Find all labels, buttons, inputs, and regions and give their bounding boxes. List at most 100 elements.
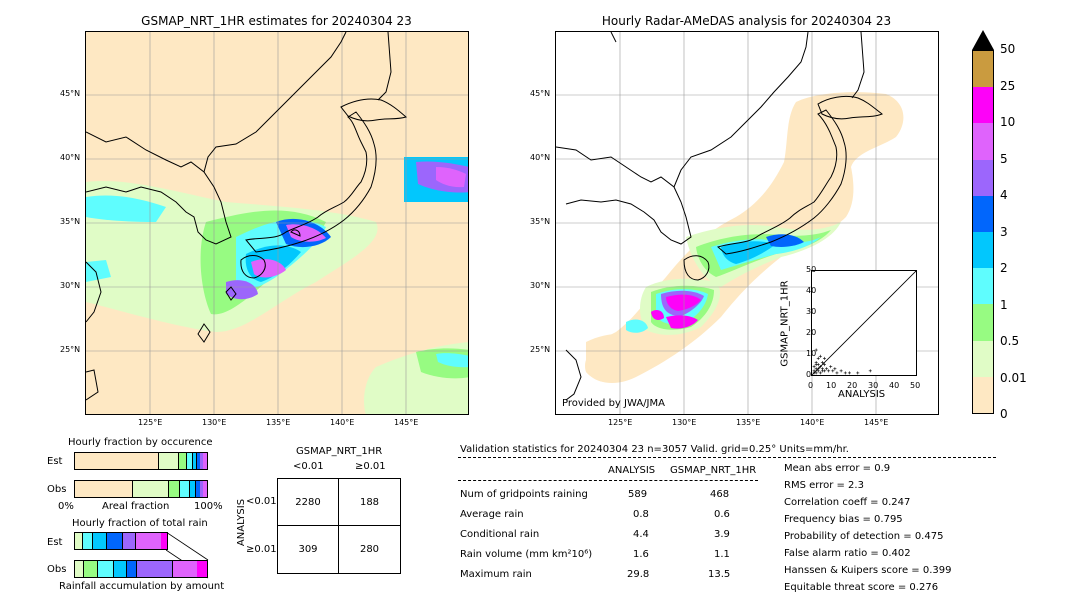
left-lat-tick: 30°N	[60, 281, 81, 290]
scatter-xtick: 50	[910, 381, 921, 390]
total-obs-bar	[74, 560, 208, 578]
stat-row-gsmap: 0.6	[714, 509, 730, 520]
colorbar-label: 5	[1000, 152, 1008, 166]
colorbar-segment	[973, 159, 993, 196]
contingency-col-lt: <0.01	[293, 461, 324, 472]
contingency-cell: 188	[339, 479, 400, 526]
scatter-diagonal	[811, 270, 917, 376]
stat-row-gsmap: 1.1	[714, 549, 730, 560]
scatter-xtick: 30	[868, 381, 879, 390]
score-line: False alarm ratio = 0.402	[784, 548, 911, 559]
validation-col-gsmap: GSMAP_NRT_1HR	[670, 465, 757, 476]
scatter-ytick: 40	[806, 286, 817, 295]
left-map-grid	[86, 32, 468, 414]
colorbar-label: 0	[1000, 407, 1008, 421]
stat-row-label: Rain volume (mm km²10⁶)	[460, 549, 593, 560]
right-lon-tick: 130°E	[672, 418, 697, 427]
validation-header: Validation statistics for 20240304 23 n=…	[460, 444, 849, 455]
stat-row-analysis: 1.6	[633, 549, 649, 560]
stat-row-label: Maximum rain	[460, 569, 532, 580]
total-est-bar	[74, 532, 168, 550]
scatter-canvas	[811, 270, 917, 376]
validation-table-divider	[458, 480, 758, 481]
colorbar-label: 2	[1000, 261, 1008, 275]
contingency-col-ge: ≥0.01	[355, 461, 386, 472]
colorbar-segment	[973, 268, 993, 305]
axis-100-label: 100%	[194, 501, 223, 512]
contingency-cell: 309	[278, 526, 339, 573]
right-map-rain-areas	[585, 92, 904, 384]
colorbar-segment	[973, 87, 993, 124]
rainfall-accumulation-label: Rainfall accumulation by amount	[59, 581, 225, 592]
right-lat-tick: 40°N	[530, 153, 551, 162]
left-lon-tick: 140°E	[330, 418, 355, 427]
scatter-ytick: 20	[806, 328, 817, 337]
left-map-title: GSMAP_NRT_1HR estimates for 20240304 23	[141, 14, 412, 28]
left-lon-tick: 130°E	[202, 418, 227, 427]
scatter-ytick: 0	[806, 370, 812, 379]
colorbar-segment	[973, 50, 993, 88]
right-lat-tick: 30°N	[530, 281, 551, 290]
scatter-points	[812, 348, 872, 375]
contingency-table: 2280 188 309 280	[277, 478, 401, 574]
left-lat-tick: 35°N	[60, 217, 81, 226]
score-line: Correlation coeff = 0.247	[784, 497, 911, 508]
right-lat-tick: 45°N	[530, 89, 551, 98]
scatter-ytick: 30	[806, 307, 817, 316]
colorbar-segment	[973, 376, 993, 413]
scatter-xtick: 10	[826, 381, 837, 390]
left-lon-tick: 135°E	[266, 418, 291, 427]
colorbar-label: 50	[1000, 42, 1016, 56]
colorbar-label: 25	[1000, 79, 1016, 93]
left-lon-tick: 145°E	[394, 418, 419, 427]
right-map-credit: Provided by JWA/JMA	[562, 398, 665, 409]
stat-row-gsmap: 468	[710, 489, 730, 500]
right-lat-tick: 25°N	[530, 345, 551, 354]
left-map-rain-areas	[86, 157, 468, 414]
contingency-title: GSMAP_NRT_1HR	[296, 446, 383, 457]
colorbar-segment	[973, 231, 993, 269]
stat-row-gsmap: 3.9	[714, 529, 730, 540]
score-line: RMS error = 2.3	[784, 480, 864, 491]
contingency-cell: 280	[359, 544, 380, 555]
occurrence-obs-bar	[74, 480, 208, 498]
stat-row-label: Conditional rain	[460, 529, 540, 540]
colorbar-label: 4	[1000, 188, 1008, 202]
colorbar	[972, 50, 994, 414]
right-map-coastlines	[556, 32, 884, 401]
contingency-row-ge: ≥0.01	[246, 544, 277, 555]
colorbar-segment	[973, 123, 993, 160]
right-map-canvas	[556, 32, 938, 414]
right-lon-tick: 145°E	[864, 418, 889, 427]
score-line: Probability of detection = 0.475	[784, 531, 944, 542]
total-rain-title: Hourly fraction of total rain	[72, 518, 208, 529]
occurrence-est-label: Est	[47, 456, 63, 467]
left-map	[85, 31, 469, 415]
scatter-xlabel: ANALYSIS	[838, 389, 886, 400]
colorbar-segment	[973, 340, 993, 377]
score-line: Mean abs error = 0.9	[784, 463, 891, 474]
right-lat-tick: 35°N	[530, 217, 551, 226]
stat-row-analysis: 589	[628, 489, 648, 500]
colorbar-label: 3	[1000, 225, 1008, 239]
right-lon-tick: 140°E	[800, 418, 825, 427]
stat-row-analysis: 29.8	[627, 569, 650, 580]
left-lon-tick: 125°E	[138, 418, 163, 427]
occurrence-est-bar	[74, 452, 208, 470]
colorbar-segment	[973, 195, 993, 232]
right-map: Provided by JWA/JMA	[555, 31, 939, 415]
axis-0-label: 0%	[58, 501, 74, 512]
scatter-xtick: 20	[847, 381, 858, 390]
stat-row-label: Average rain	[460, 509, 524, 520]
validation-col-analysis: ANALYSIS	[608, 465, 656, 476]
scatter-ytick: 50	[806, 265, 817, 274]
scatter-ytick: 10	[806, 349, 817, 358]
right-lon-tick: 125°E	[608, 418, 633, 427]
contingency-row-lt: <0.01	[246, 496, 277, 507]
left-lat-tick: 25°N	[60, 345, 81, 354]
left-lat-tick: 45°N	[60, 89, 81, 98]
score-line: Equitable threat score = 0.276	[784, 582, 939, 593]
stat-row-analysis: 0.8	[633, 509, 649, 520]
left-map-canvas	[86, 32, 468, 414]
occurrence-obs-label: Obs	[47, 484, 67, 495]
